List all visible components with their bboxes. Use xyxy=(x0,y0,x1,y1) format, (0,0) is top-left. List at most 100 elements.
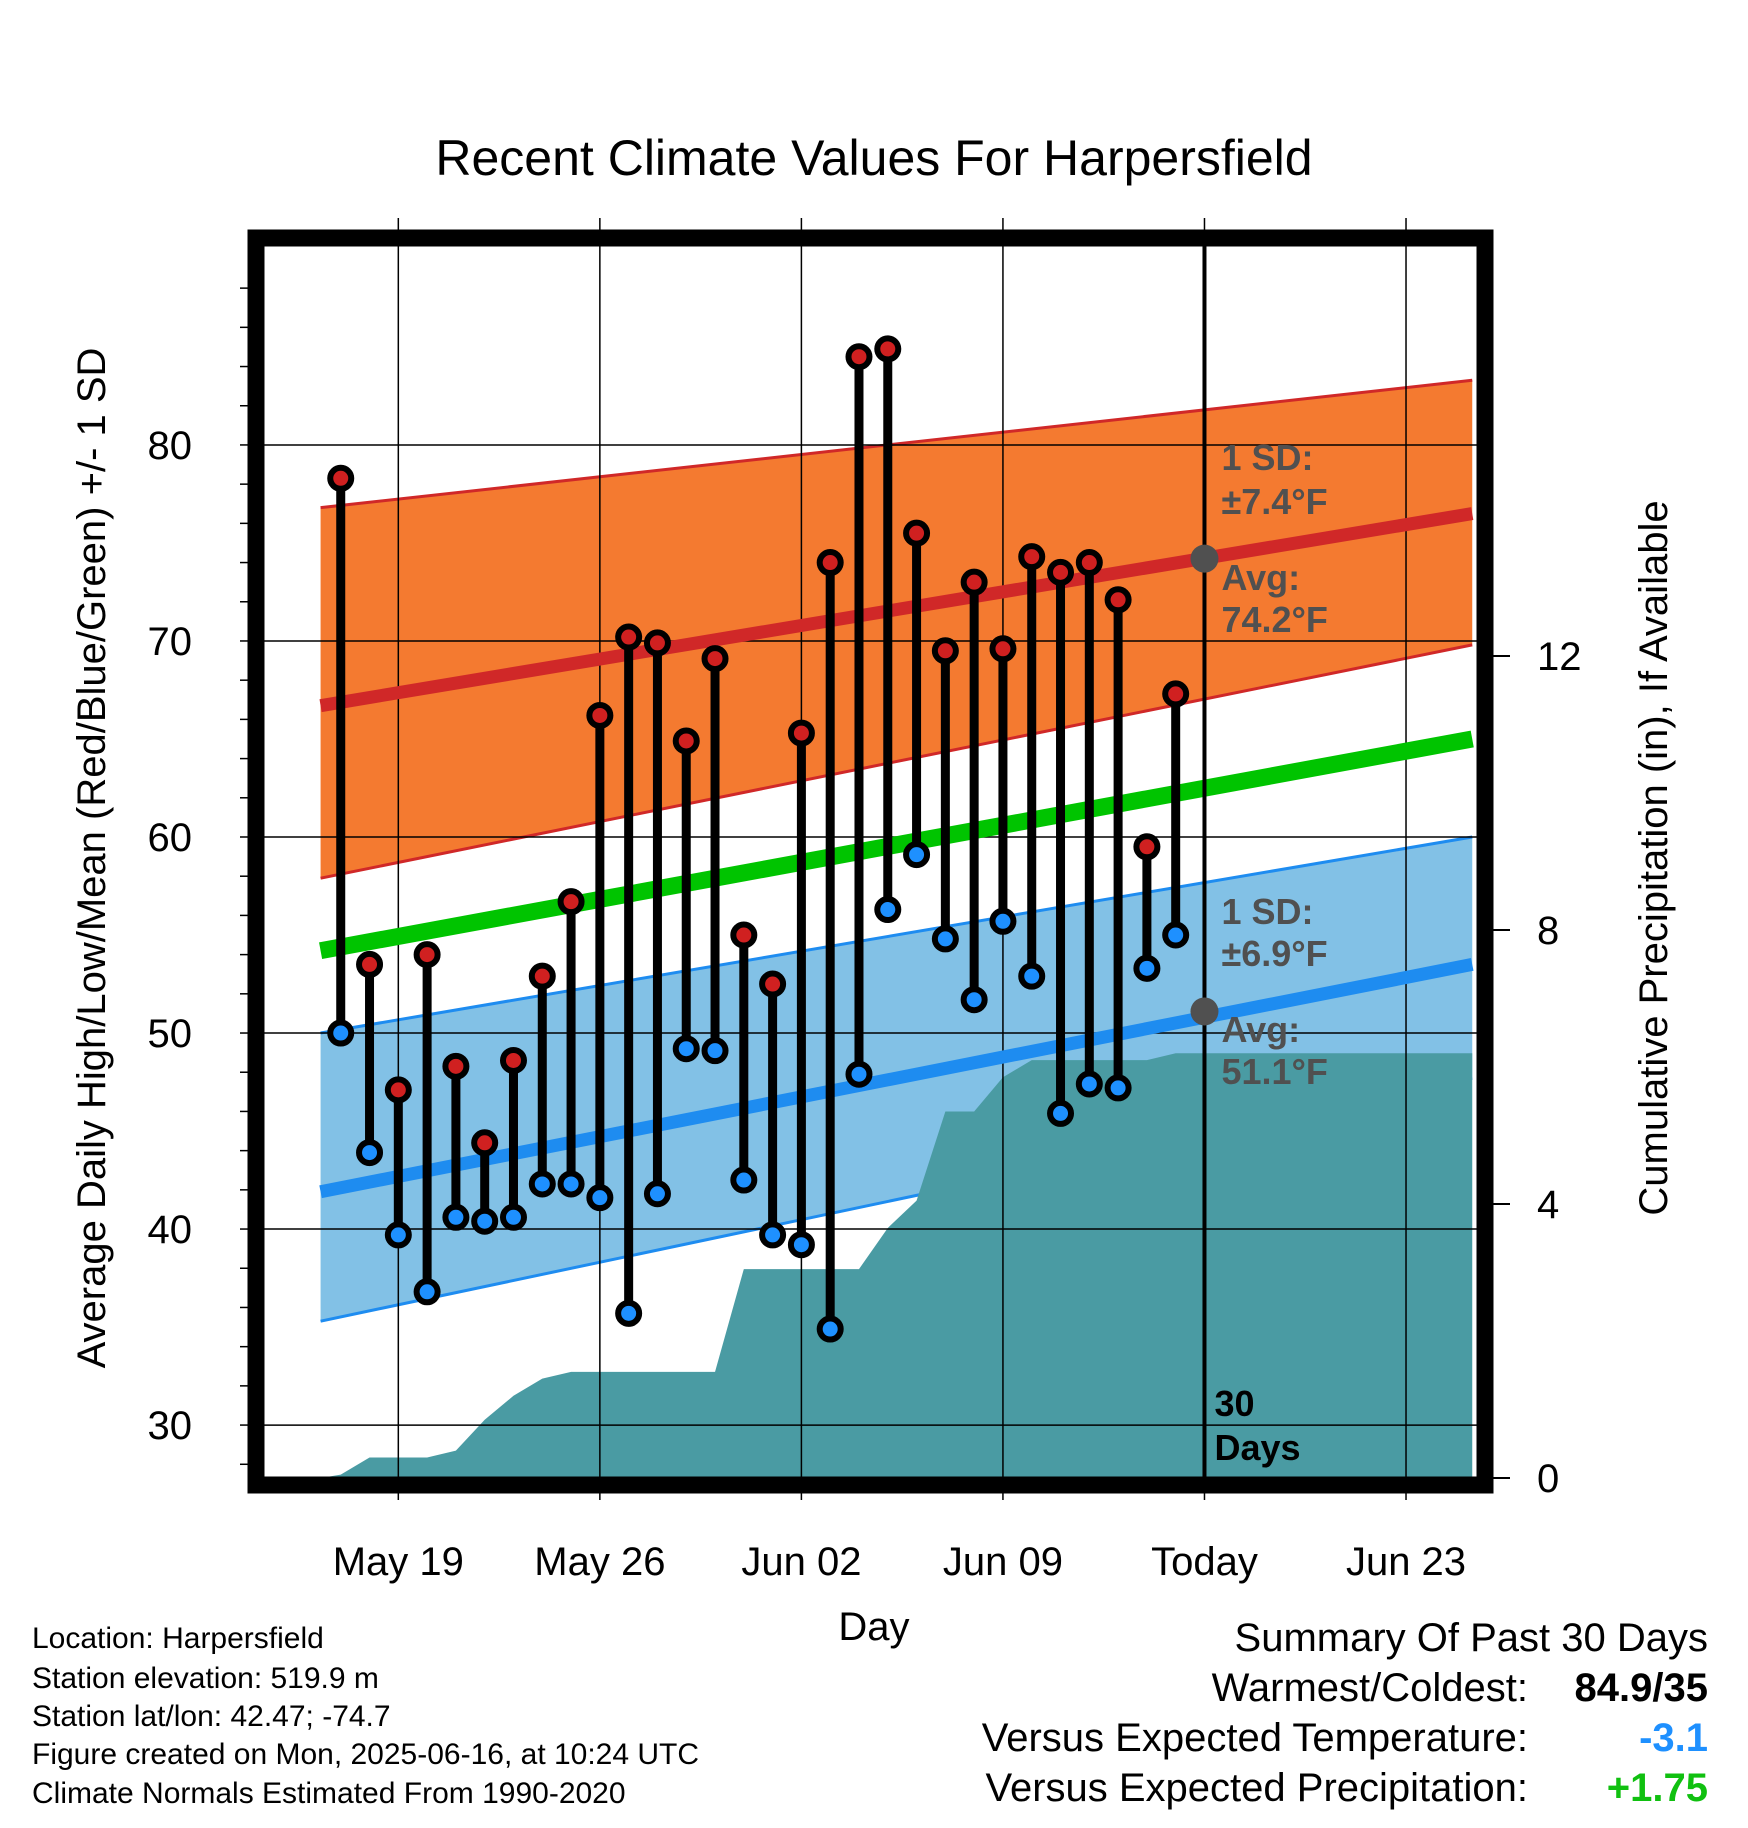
high-sd-band-lower-edge xyxy=(320,643,1473,880)
y-tick-label: 60 xyxy=(148,816,193,860)
daily-low-point xyxy=(730,1166,758,1194)
info-elevation: Station elevation: 519.9 m xyxy=(32,1662,379,1695)
summary-warmest-coldest-label: Warmest/Coldest: xyxy=(1211,1666,1528,1710)
daily-high-point xyxy=(672,727,700,755)
x-tick-label: Today xyxy=(1151,1540,1258,1584)
daily-high-point xyxy=(413,941,441,969)
summary-precipitation-label: Versus Expected Precipitation: xyxy=(985,1766,1528,1810)
daily-high-point xyxy=(1104,586,1132,614)
y2-tick-label: 0 xyxy=(1537,1457,1559,1501)
x-axis-title: Day xyxy=(838,1605,909,1649)
daily-high-point xyxy=(471,1129,499,1157)
x-tick-label: May 19 xyxy=(333,1540,464,1584)
daily-low-point xyxy=(586,1184,614,1212)
daily-low-point xyxy=(874,896,902,924)
x-tick-label: Jun 23 xyxy=(1346,1540,1466,1584)
daily-low-point xyxy=(903,841,931,869)
y-tick-label: 40 xyxy=(148,1208,193,1252)
info-created: Figure created on Mon, 2025-06-16, at 10… xyxy=(32,1738,700,1771)
daily-high-point xyxy=(931,637,959,665)
summary-precipitation: Versus Expected Precipitation: +1.75 xyxy=(985,1766,1708,1811)
summary-temperature-label: Versus Expected Temperature: xyxy=(981,1716,1528,1760)
x-tick-label: Jun 02 xyxy=(741,1540,861,1584)
daily-high-point xyxy=(528,962,556,990)
daily-low-point xyxy=(356,1139,384,1167)
daily-high-point xyxy=(356,950,384,978)
low-sd-band-upper-edge xyxy=(320,835,1473,1035)
y-tick-label: 80 xyxy=(148,424,193,468)
high-today-average-dot xyxy=(1190,544,1219,573)
daily-low-point xyxy=(787,1231,815,1259)
period-days-label: Days xyxy=(1214,1427,1300,1468)
high-sd-band-upper-edge xyxy=(320,378,1473,510)
summary-precipitation-value: +1.75 xyxy=(1606,1766,1708,1810)
plot-frame xyxy=(247,229,1494,1494)
daily-high-point xyxy=(759,970,787,998)
daily-high-point xyxy=(960,568,988,596)
daily-high-point xyxy=(701,645,729,673)
daily-low-point xyxy=(442,1203,470,1231)
high-sd-value: ±7.4°F xyxy=(1221,481,1327,522)
high-average-value: 74.2°F xyxy=(1221,599,1327,640)
y-tick-label: 30 xyxy=(148,1404,193,1448)
precipitation-area xyxy=(320,1053,1473,1478)
summary-temperature: Versus Expected Temperature: -3.1 xyxy=(982,1716,1708,1761)
daily-high-point xyxy=(1162,680,1190,708)
daily-high-point xyxy=(1133,833,1161,861)
daily-low-point xyxy=(1075,1070,1103,1098)
daily-high-point xyxy=(384,1076,412,1104)
mean-average-line xyxy=(319,730,1474,960)
y2-tick-label: 8 xyxy=(1537,909,1559,953)
daily-high-point xyxy=(816,549,844,577)
daily-low-point xyxy=(759,1221,787,1249)
daily-low-point xyxy=(557,1170,585,1198)
daily-high-point xyxy=(499,1046,527,1074)
info-location: Location: Harpersfield xyxy=(32,1622,324,1655)
daily-low-point xyxy=(1047,1099,1075,1127)
daily-high-point xyxy=(1047,558,1075,586)
daily-high-point xyxy=(874,335,902,363)
low-sd-label: 1 SD: xyxy=(1221,891,1313,932)
summary-title: Summary Of Past 30 Days xyxy=(1234,1616,1708,1660)
daily-high-point xyxy=(903,519,931,547)
daily-high-point xyxy=(615,623,643,651)
low-average-label: Avg: xyxy=(1221,1009,1300,1050)
daily-low-point xyxy=(845,1060,873,1088)
daily-low-point xyxy=(701,1037,729,1065)
low-sd-value: ±6.9°F xyxy=(1221,933,1327,974)
high-sd-band xyxy=(320,380,1473,879)
daily-high-point xyxy=(787,719,815,747)
daily-low-point xyxy=(615,1299,643,1327)
daily-high-point xyxy=(730,921,758,949)
high-average-line xyxy=(319,507,1474,713)
daily-low-point xyxy=(471,1207,499,1235)
daily-low-point xyxy=(384,1221,412,1249)
daily-low-point xyxy=(960,986,988,1014)
daily-low-point xyxy=(1133,954,1161,982)
daily-low-point xyxy=(816,1315,844,1343)
daily-high-point xyxy=(586,701,614,729)
high-sd-label: 1 SD: xyxy=(1221,437,1313,478)
daily-high-point xyxy=(845,343,873,371)
period-days-number: 30 xyxy=(1214,1383,1254,1424)
daily-high-point xyxy=(442,1052,470,1080)
y-axis-title: Average Daily High/Low/Mean (Red/Blue/Gr… xyxy=(70,348,114,1369)
daily-low-point xyxy=(1162,921,1190,949)
low-average-value: 51.1°F xyxy=(1221,1051,1327,1092)
daily-low-point xyxy=(672,1035,700,1063)
y-tick-label: 70 xyxy=(148,620,193,664)
daily-low-point xyxy=(643,1180,671,1208)
daily-high-point xyxy=(989,635,1017,663)
daily-low-point xyxy=(413,1278,441,1306)
y2-tick-label: 12 xyxy=(1537,635,1582,679)
summary-warmest-coldest-value: 84.9/35 xyxy=(1574,1666,1708,1710)
daily-low-point xyxy=(1104,1074,1132,1102)
daily-low-point xyxy=(931,925,959,953)
daily-low-point xyxy=(327,1019,355,1047)
daily-low-point xyxy=(989,907,1017,935)
daily-high-point xyxy=(327,464,355,492)
daily-high-point xyxy=(1018,543,1046,571)
x-tick-label: Jun 09 xyxy=(943,1540,1063,1584)
x-tick-label: May 26 xyxy=(534,1540,665,1584)
